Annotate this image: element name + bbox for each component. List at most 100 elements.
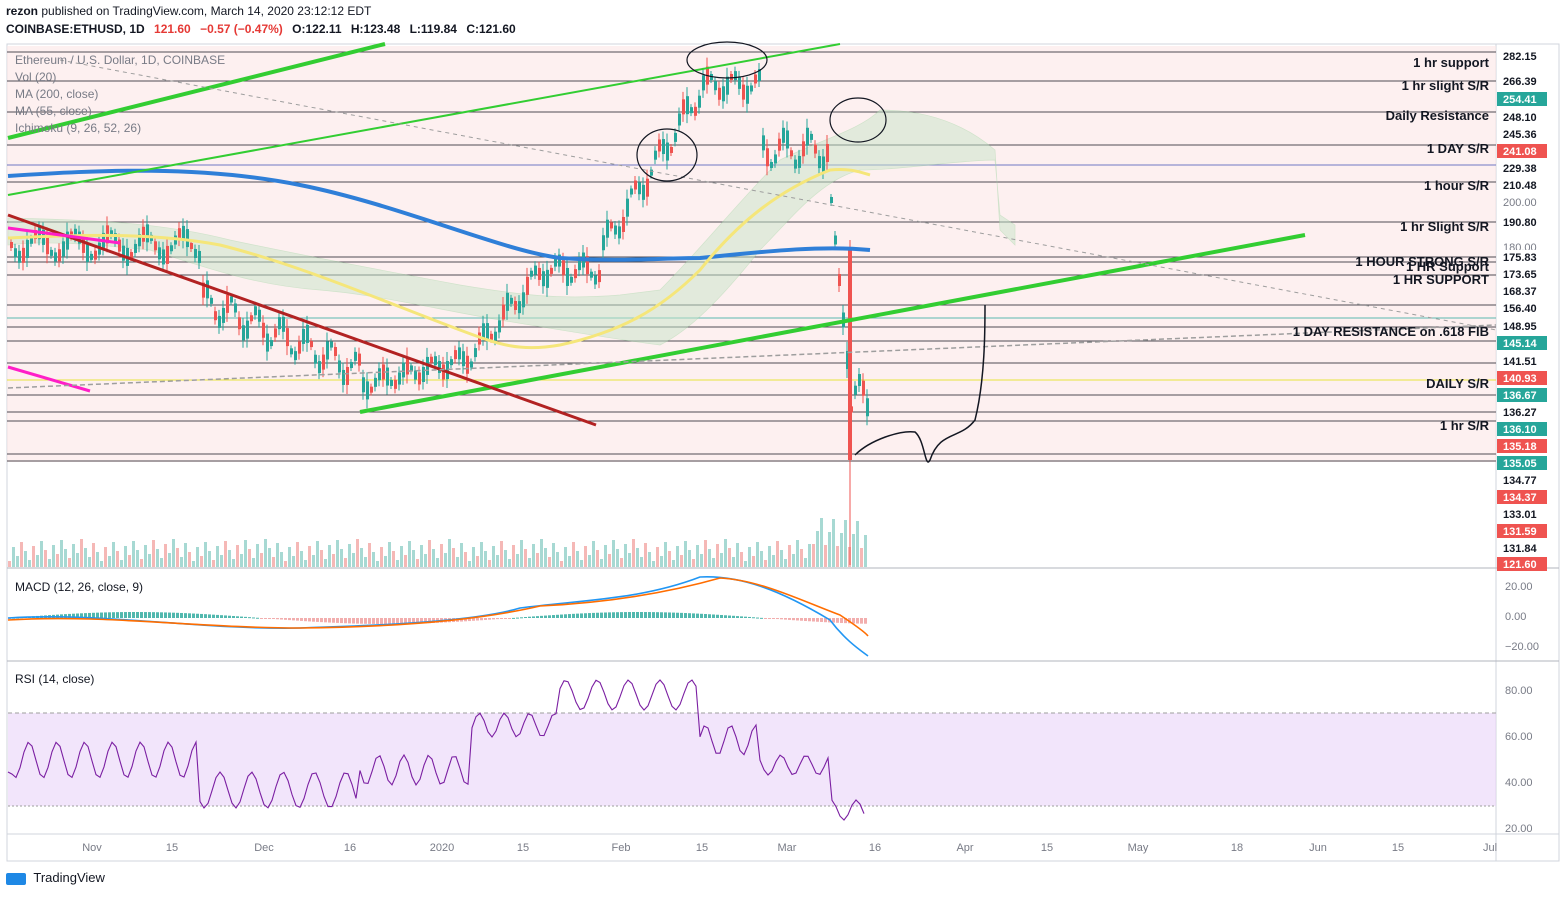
candle-body <box>314 354 317 364</box>
macd-histogram-bar <box>792 618 795 621</box>
volume-bar <box>328 545 331 567</box>
volume-bar <box>776 541 779 567</box>
volume-bar <box>188 552 191 567</box>
price-label-bg <box>1497 507 1547 521</box>
macd-histogram-bar <box>520 617 523 619</box>
candle-body <box>630 188 633 195</box>
candle-body <box>758 69 761 82</box>
macd-histogram-bar <box>608 612 611 618</box>
volume-bar <box>300 551 303 567</box>
candle-body <box>454 350 457 360</box>
price-label-bg <box>1497 336 1547 350</box>
macd-histogram-bar <box>204 614 207 618</box>
macd-histogram-bar <box>156 612 159 618</box>
candle-body <box>498 320 501 333</box>
macd-histogram-bar <box>836 618 839 623</box>
volume-bar <box>572 542 575 567</box>
volume-bar <box>688 550 691 567</box>
tradingview-logo[interactable]: TradingView <box>6 870 105 885</box>
candle-body <box>534 265 537 275</box>
candle-body <box>690 107 693 114</box>
publisher-name[interactable]: rezon <box>6 4 39 18</box>
macd-title: MACD (12, 26, close, 9) <box>15 580 143 594</box>
volume-bar <box>764 560 767 567</box>
volume-bar <box>644 543 647 567</box>
volume-bar <box>324 559 327 567</box>
candle-body <box>462 351 465 367</box>
macd-histogram-bar <box>340 618 343 624</box>
volume-bar <box>108 556 111 567</box>
macd-histogram-bar <box>656 612 659 618</box>
macd-histogram-bar <box>732 615 735 618</box>
macd-histogram-bar <box>708 614 711 618</box>
macd-histogram-bar <box>84 613 87 618</box>
macd-histogram-bar <box>192 613 195 618</box>
level-annotation: 1 hour S/R <box>1424 178 1490 193</box>
macd-histogram-bar <box>512 617 515 619</box>
volume-bar <box>424 554 427 567</box>
volume-bar <box>100 561 103 567</box>
candle-body <box>62 241 65 257</box>
volume-bar <box>556 552 559 567</box>
volume-bar <box>112 542 115 567</box>
volume-bar <box>788 545 791 567</box>
volume-bar <box>488 560 491 567</box>
volume-bar <box>588 555 591 567</box>
macd-histogram-bar <box>724 615 727 618</box>
candle-body <box>414 370 417 380</box>
macd-histogram-bar <box>680 612 683 618</box>
macd-histogram-bar <box>832 618 835 623</box>
volume-bar <box>200 556 203 567</box>
legend-entry: Vol (20) <box>15 70 56 84</box>
volume-bar <box>168 553 171 567</box>
price-label: 282.15 <box>1503 51 1537 63</box>
candle-body <box>546 269 549 288</box>
candle-body <box>86 244 89 263</box>
macd-histogram-bar <box>772 618 775 619</box>
macd-histogram-bar <box>700 613 703 618</box>
price-label-bg <box>1497 371 1547 385</box>
volume-bar <box>784 559 787 567</box>
macd-histogram-bar <box>200 613 203 618</box>
volume-bar <box>44 550 47 567</box>
macd-histogram-bar <box>180 612 183 618</box>
candle-body <box>658 139 661 152</box>
volume-bar <box>128 555 131 567</box>
volume-bar <box>480 542 483 567</box>
candle-body <box>522 292 525 308</box>
candle-body <box>470 361 473 368</box>
volume-bar <box>372 552 375 567</box>
price-label: 148.95 <box>1503 321 1537 333</box>
volume-bar <box>88 557 91 567</box>
candle-body <box>166 245 169 264</box>
macd-histogram-bar <box>224 615 227 618</box>
candle-body <box>114 233 117 243</box>
volume-bar <box>804 558 807 567</box>
macd-histogram-bar <box>384 618 387 624</box>
macd-histogram-bar <box>816 618 819 622</box>
candle-body <box>134 243 137 253</box>
price-label: 134.77 <box>1503 475 1537 487</box>
x-tick-label: Nov <box>82 842 102 854</box>
candle-body <box>778 138 781 151</box>
volume-bar <box>584 546 587 567</box>
candle-body <box>398 372 401 385</box>
ohlc-bar: COINBASE:ETHUSD, 1D 121.60 −0.57 (−0.47%… <box>6 22 522 36</box>
volume-bar <box>636 548 639 567</box>
volume-bar <box>604 545 607 567</box>
volume-bar <box>132 541 135 567</box>
rsi-pane: RSI (14, close) 80.00 60.00 40.00 20.00 <box>7 672 1533 835</box>
macd-histogram-bar <box>336 618 339 623</box>
volume-bar <box>396 560 399 567</box>
macd-histogram-bar <box>72 613 75 618</box>
macd-histogram-bar <box>108 612 111 618</box>
volume-bar <box>292 556 295 567</box>
macd-histogram-bar <box>788 618 791 620</box>
macd-histogram-bar <box>612 612 615 618</box>
candle-body <box>782 127 785 143</box>
candle-body <box>554 257 557 267</box>
macd-histogram-bar <box>372 618 375 624</box>
candle-body <box>162 249 165 265</box>
macd-histogram-bar <box>468 618 471 622</box>
